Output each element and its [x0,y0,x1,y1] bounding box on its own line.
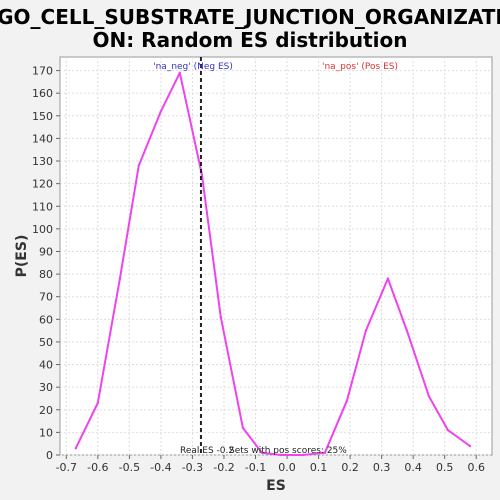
x-tick-label: -0.5 [119,461,140,474]
x-axis-label: ES [266,478,286,494]
plot-area [59,56,493,456]
chart-title-line1: GO_CELL_SUBSTRATE_JUNCTION_ORGANIZATI [0,5,500,29]
y-tick-label: 40 [39,359,53,372]
y-tick-label: 130 [32,155,53,168]
data-point [96,401,100,405]
y-tick-label: 120 [32,178,53,191]
pos-scores-annotation: Sets with pos scores: 25% [229,446,347,456]
series-line-0 [74,71,471,456]
x-tick-label: 0.4 [404,461,422,474]
x-tick-label: -0.7 [56,461,77,474]
y-tick-label: 140 [32,132,53,145]
grid-lines [60,57,492,456]
y-tick-label: 0 [46,449,53,462]
y-tick-label: 150 [32,110,53,123]
data-point [219,315,222,319]
y-tick-label: 160 [32,87,53,100]
data-point [118,277,122,280]
y-tick-label: 100 [32,223,53,236]
data-point [178,71,181,75]
x-tick-label: -0.4 [150,461,171,474]
x-tick-label: -0.2 [213,461,234,474]
x-tick-label: -0.1 [245,461,266,474]
data-point [301,453,304,457]
x-tick-label: 0.3 [373,461,391,474]
y-tick-label: 10 [39,426,53,439]
x-tick-label: 0.1 [310,461,328,474]
x-tick-label: 0.2 [341,461,359,474]
data-point [468,444,472,448]
chart-title-line2: ON: Random ES distribution [92,28,407,52]
y-tick-label: 90 [39,245,53,258]
data-point [137,164,140,167]
data-point [74,447,78,450]
data-point [405,329,409,332]
data-point [323,451,327,454]
data-point [345,399,349,402]
y-tick-label: 60 [39,313,53,326]
y-tick-label: 110 [32,200,53,213]
series-layer [74,71,472,457]
y-axis: 0 10 20 30 40 50 60 70 80 90 100 110 120 130 140 150 160… [32,65,60,462]
x-tick-label: 0.0 [278,461,296,474]
legend-pos-label: 'na_pos' (Pos ES) [322,62,398,72]
y-tick-label: 80 [39,268,53,281]
x-tick-label: 0.6 [467,461,485,474]
y-tick-label: 30 [39,381,53,394]
y-tick-label: 50 [39,336,53,349]
y-axis-label: P(ES) [14,235,30,278]
y-tick-label: 70 [39,291,53,304]
data-point [200,173,204,176]
data-point [386,277,390,280]
y-tick-label: 20 [39,404,53,417]
x-tick-label: -0.6 [87,461,108,474]
real-es-annotation: Real ES -0.2 [180,446,234,456]
data-point [241,426,245,430]
x-tick-label: 0.5 [436,461,454,474]
x-axis: -0.7 -0.6 -0.5 -0.4 -0.3 -0.2 -0.1 0.0 0.1 0.2 0.3… [56,455,485,474]
data-point [446,428,450,432]
data-point [427,395,431,398]
y-tick-label: 170 [32,65,53,78]
data-point [279,453,282,457]
x-tick-label: -0.3 [182,461,203,474]
data-point [159,110,163,113]
data-point [364,329,368,332]
legend-neg-label: 'na_neg' (Neg ES) [153,62,233,72]
data-point [260,451,263,454]
